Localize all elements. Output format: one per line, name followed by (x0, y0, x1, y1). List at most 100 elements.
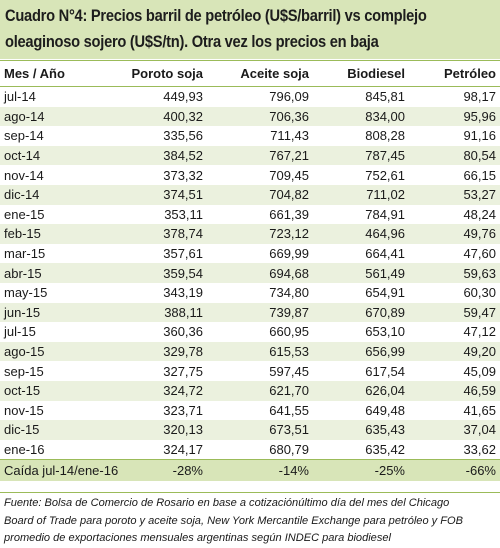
summary-row: Caída jul-14/ene-16 -28% -14% -25% -66% (0, 459, 500, 482)
header-mes-ano: Mes / Año (0, 60, 110, 87)
footnote-line-3: promedio de exportaciones mensuales arge… (4, 532, 391, 544)
cell-mes-ano: jul-14 (4, 89, 36, 105)
cell-aceite-soja: 723,12 (207, 224, 313, 244)
table-row: sep-14 335,56 711,43 808,28 91,16 (0, 126, 500, 146)
cell-poroto-soja: 323,71 (163, 402, 203, 418)
table-title: Cuadro N°4: Precios barril de petróleo (… (0, 0, 500, 60)
cell-mes-ano: ago-15 (0, 341, 110, 362)
cell-poroto-soja: 384,52 (110, 145, 207, 166)
price-table: Mes / Año Poroto soja Aceite soja Biodie… (0, 60, 500, 482)
cell-aceite-soja: 767,21 (207, 145, 313, 166)
source-footnote: Fuente: Bolsa de Comercio de Rosario en … (0, 492, 500, 547)
cell-biodiesel: 787,45 (313, 145, 409, 166)
cell-aceite-soja: 704,82 (207, 184, 313, 205)
cell-petroleo: 91,16 (463, 128, 496, 144)
header-poroto-soja: Poroto soja (110, 60, 207, 87)
cell-biodiesel: 635,43 (313, 420, 409, 440)
footnote-line-1: Fuente: Bolsa de Comercio de Rosario en … (4, 497, 450, 509)
cell-biodiesel: 808,28 (365, 128, 405, 144)
cell-mes-ano: ago-14 (0, 106, 110, 127)
cell-mes-ano: sep-14 (4, 128, 44, 144)
table-row: nov-14 373,32 709,45 752,61 66,15 (0, 165, 500, 185)
cell-mes-ano: nov-14 (4, 167, 44, 183)
cell-biodiesel: 752,61 (365, 167, 405, 183)
cell-mes-ano: jun-15 (0, 302, 110, 323)
cell-biodiesel: 464,96 (313, 224, 409, 244)
cell-petroleo: 41,65 (463, 402, 496, 418)
cell-poroto-soja: 343,19 (163, 285, 203, 301)
cell-petroleo: 47,60 (463, 246, 496, 262)
cell-poroto-soja: 329,78 (110, 341, 207, 362)
cell-aceite-soja: 734,80 (269, 285, 309, 301)
cell-aceite-soja: 711,43 (270, 128, 309, 144)
table-row: ene-16 324,17 680,79 635,42 33,62 (0, 440, 500, 460)
cell-petroleo: 60,30 (463, 285, 496, 301)
cell-biodiesel: 561,49 (313, 263, 409, 283)
summary-petroleo: -66% (409, 459, 500, 482)
cell-biodiesel: 784,91 (365, 206, 405, 222)
cell-poroto-soja: 335,56 (163, 128, 203, 144)
cell-aceite-soja: 615,53 (207, 341, 313, 362)
cell-aceite-soja: 796,09 (269, 89, 309, 105)
cell-poroto-soja: 324,72 (110, 380, 207, 401)
cell-mes-ano: mar-15 (4, 246, 46, 262)
cell-petroleo: 45,09 (463, 363, 496, 379)
table-row: ago-14 400,32 706,36 834,00 95,96 (0, 106, 500, 127)
cell-poroto-soja: 374,51 (110, 184, 207, 205)
cell-aceite-soja: 673,51 (207, 420, 313, 440)
cell-poroto-soja: 360,36 (163, 324, 203, 340)
cell-aceite-soja: 680,79 (269, 441, 309, 457)
cell-mes-ano: ene-15 (4, 206, 45, 222)
table-row: dic-14 374,51 704,82 711,02 53,27 (0, 184, 500, 205)
table-row: nov-15 323,71 641,55 649,48 41,65 (0, 401, 500, 421)
cell-biodiesel: 670,89 (313, 302, 409, 323)
cell-petroleo: 66,15 (463, 167, 496, 183)
summary-biodiesel: -25% (313, 459, 409, 482)
cell-biodiesel: 664,41 (365, 246, 405, 262)
cell-petroleo: 53,27 (409, 184, 500, 205)
header-aceite-soja: Aceite soja (207, 60, 313, 87)
table-row: jul-14 449,93 796,09 845,81 98,17 (0, 87, 500, 107)
cell-poroto-soja: 320,13 (110, 420, 207, 440)
cell-biodiesel: 845,81 (365, 89, 405, 105)
cell-mes-ano: abr-15 (0, 263, 110, 283)
cell-poroto-soja: 388,11 (110, 302, 207, 323)
cell-petroleo: 95,96 (409, 106, 500, 127)
table-row: dic-15 320,13 673,51 635,43 37,04 (0, 420, 500, 440)
cell-poroto-soja: 449,93 (163, 89, 203, 105)
cell-biodiesel: 654,91 (365, 285, 405, 301)
cell-biodiesel: 649,48 (365, 402, 405, 418)
cell-petroleo: 98,17 (463, 89, 496, 105)
cell-petroleo: 48,24 (463, 206, 496, 222)
cell-poroto-soja: 400,32 (110, 106, 207, 127)
cell-aceite-soja: 709,45 (269, 167, 309, 183)
cell-aceite-soja: 694,68 (207, 263, 313, 283)
cell-aceite-soja: 660,95 (269, 324, 309, 340)
summary-aceite-soja: -14% (207, 459, 313, 482)
table-row: abr-15 359,54 694,68 561,49 59,63 (0, 263, 500, 283)
cell-petroleo: 59,47 (409, 302, 500, 323)
cell-petroleo: 47,12 (463, 324, 496, 340)
cell-mes-ano: ene-16 (4, 441, 45, 457)
cell-mes-ano: sep-15 (4, 363, 44, 379)
cell-poroto-soja: 353,11 (164, 206, 203, 222)
cell-petroleo: 59,63 (409, 263, 500, 283)
cell-biodiesel: 834,00 (313, 106, 409, 127)
cell-petroleo: 33,62 (463, 441, 496, 457)
cell-mes-ano: oct-15 (0, 380, 110, 401)
cell-aceite-soja: 706,36 (207, 106, 313, 127)
cell-petroleo: 49,20 (409, 341, 500, 362)
cell-aceite-soja: 739,87 (207, 302, 313, 323)
table-row: jul-15 360,36 660,95 653,10 47,12 (0, 322, 500, 342)
table-row: ago-15 329,78 615,53 656,99 49,20 (0, 341, 500, 362)
table-row: jun-15 388,11 739,87 670,89 59,47 (0, 302, 500, 323)
cell-biodiesel: 626,04 (313, 380, 409, 401)
cell-mes-ano: dic-14 (0, 184, 110, 205)
cell-aceite-soja: 661,39 (269, 206, 309, 222)
summary-label: Caída jul-14/ene-16 (0, 459, 118, 482)
cell-aceite-soja: 669,99 (269, 246, 309, 262)
cell-petroleo: 49,76 (409, 224, 500, 244)
cell-mes-ano: feb-15 (0, 224, 110, 244)
cell-mes-ano: may-15 (4, 285, 48, 301)
